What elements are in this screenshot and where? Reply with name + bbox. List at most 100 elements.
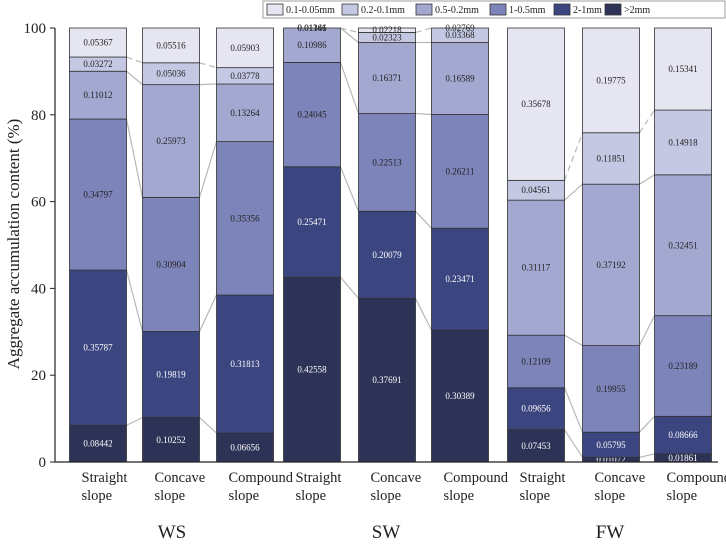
bar-stack: 0.10252 0.19819 0.30904 0.25973 0.05036 0.055… [142, 27, 200, 463]
data-label: 0.05036 [156, 69, 186, 79]
data-label: 0.35678 [521, 99, 551, 109]
data-label: 0.20079 [372, 250, 402, 260]
bar-segment [431, 27, 489, 43]
bar-segment [654, 415, 712, 455]
x-category-label: Concave [371, 470, 422, 486]
bar-stack: 0.30389 0.23471 0.26211 0.16589 0.033680.027… [431, 23, 489, 463]
bar-segment [216, 141, 274, 296]
x-category-label: Straight [520, 470, 566, 486]
data-label: 0.06656 [230, 443, 260, 453]
bar-stack: 0.07453 0.09656 0.12109 0.31117 0.04561 0.356… [507, 27, 565, 463]
connector-line [198, 141, 218, 198]
bar-segment [216, 27, 274, 69]
legend-entry: 0.1-0.05mm [286, 5, 335, 16]
connector-lines [125, 27, 656, 458]
data-label: 0.10252 [156, 435, 185, 445]
connector-line [415, 27, 432, 34]
data-label: 0.19955 [596, 384, 626, 394]
connector-line [563, 387, 584, 433]
axes: 020406080100StraightslopeConcaveslopeCom… [24, 21, 726, 543]
legend-swatch [415, 3, 433, 16]
group-label: FW [596, 522, 625, 543]
bar-segment [654, 109, 712, 176]
bar-segment [283, 27, 341, 63]
data-label: 0.09656 [521, 404, 551, 414]
connector-line [415, 210, 432, 229]
data-label: 0.31813 [230, 359, 260, 369]
legend-entry: 1-0.5mm [509, 5, 546, 16]
connector-line [564, 334, 583, 347]
x-category-label: slope [595, 488, 626, 504]
connector-line [125, 269, 144, 332]
data-label: 0.26211 [446, 166, 475, 176]
connector-line [340, 27, 359, 43]
data-label: 0.08442 [83, 439, 112, 449]
x-category-label: slope [82, 488, 113, 504]
bar-stack: 0.01072 0.05795 0.19955 0.37192 0.11851 0.197… [582, 27, 640, 465]
bar-segment [654, 27, 712, 111]
connector-line [126, 70, 143, 86]
x-category-label: slope [371, 488, 402, 504]
connector-line [198, 294, 218, 332]
data-label: 0.32451 [668, 240, 697, 250]
data-label: 0.05795 [596, 440, 626, 450]
legend-entry: >2mm [624, 5, 650, 16]
bar-segment [142, 196, 200, 332]
connector-line [339, 166, 360, 212]
data-label: 0.05367 [83, 38, 113, 48]
data-label: 0.16371 [372, 73, 401, 83]
bar-segment [654, 315, 712, 417]
group-label: WS [158, 522, 187, 543]
data-label: 0.42558 [297, 365, 327, 375]
data-label: 0.19819 [156, 369, 186, 379]
bar-segment [283, 166, 341, 278]
connector-line [340, 27, 359, 34]
data-label: 0.25973 [156, 136, 186, 146]
bar-segment [582, 132, 640, 185]
data-label: 0.12109 [521, 356, 551, 366]
data-label: 0.08666 [668, 430, 698, 440]
data-label: 0.03368 [445, 30, 475, 40]
legend: 0.1-0.05mm 0.2-0.1mm 0.5-0.2mm 1-0.5mm 2-1mm… [262, 0, 726, 19]
y-tick-label: 100 [24, 21, 47, 37]
data-label: 0.30389 [445, 391, 475, 401]
legend-entry: 0.2-0.1mm [361, 5, 405, 16]
connector-line [340, 276, 359, 299]
bar-segment [507, 334, 565, 389]
data-label: 0.35787 [83, 343, 113, 353]
connector-line [339, 62, 360, 114]
data-label: 0.11012 [84, 90, 113, 100]
data-label: 0.05516 [156, 40, 186, 50]
x-category-label: slope [667, 488, 698, 504]
bar-segment [283, 61, 341, 168]
bar-segment [69, 424, 127, 463]
data-label: 0.01861 [668, 453, 697, 463]
data-label: 0.23189 [668, 361, 698, 371]
bar-segment [507, 387, 565, 431]
connector-line [564, 183, 583, 201]
y-tick-label: 40 [31, 281, 46, 297]
bar-segment [507, 27, 565, 181]
legend-swatch [341, 3, 359, 16]
data-label: 0.02218 [372, 25, 402, 35]
bar-segment [216, 432, 274, 463]
legend-swatch [553, 3, 571, 16]
bar-segment [69, 118, 127, 271]
bar-stack: 0.08442 0.35787 0.34797 0.11012 0.03272 0.053… [69, 27, 127, 463]
data-label: 0.19775 [596, 75, 626, 85]
bar-segment [582, 183, 640, 346]
data-label: 0.31117 [522, 263, 551, 273]
bar-segment [358, 27, 416, 33]
data-label: 0.05903 [230, 43, 260, 53]
x-category-label: slope [520, 488, 551, 504]
data-label: 0.24045 [297, 110, 327, 120]
y-tick-label: 20 [31, 368, 46, 384]
connector-line [199, 83, 217, 86]
data-label: 0.35356 [230, 213, 260, 223]
bar-segment [582, 27, 640, 134]
bar-segment [654, 174, 712, 317]
data-label: 0.34797 [83, 190, 113, 200]
connector-line [563, 132, 584, 181]
y-tick-label: 0 [39, 455, 47, 471]
